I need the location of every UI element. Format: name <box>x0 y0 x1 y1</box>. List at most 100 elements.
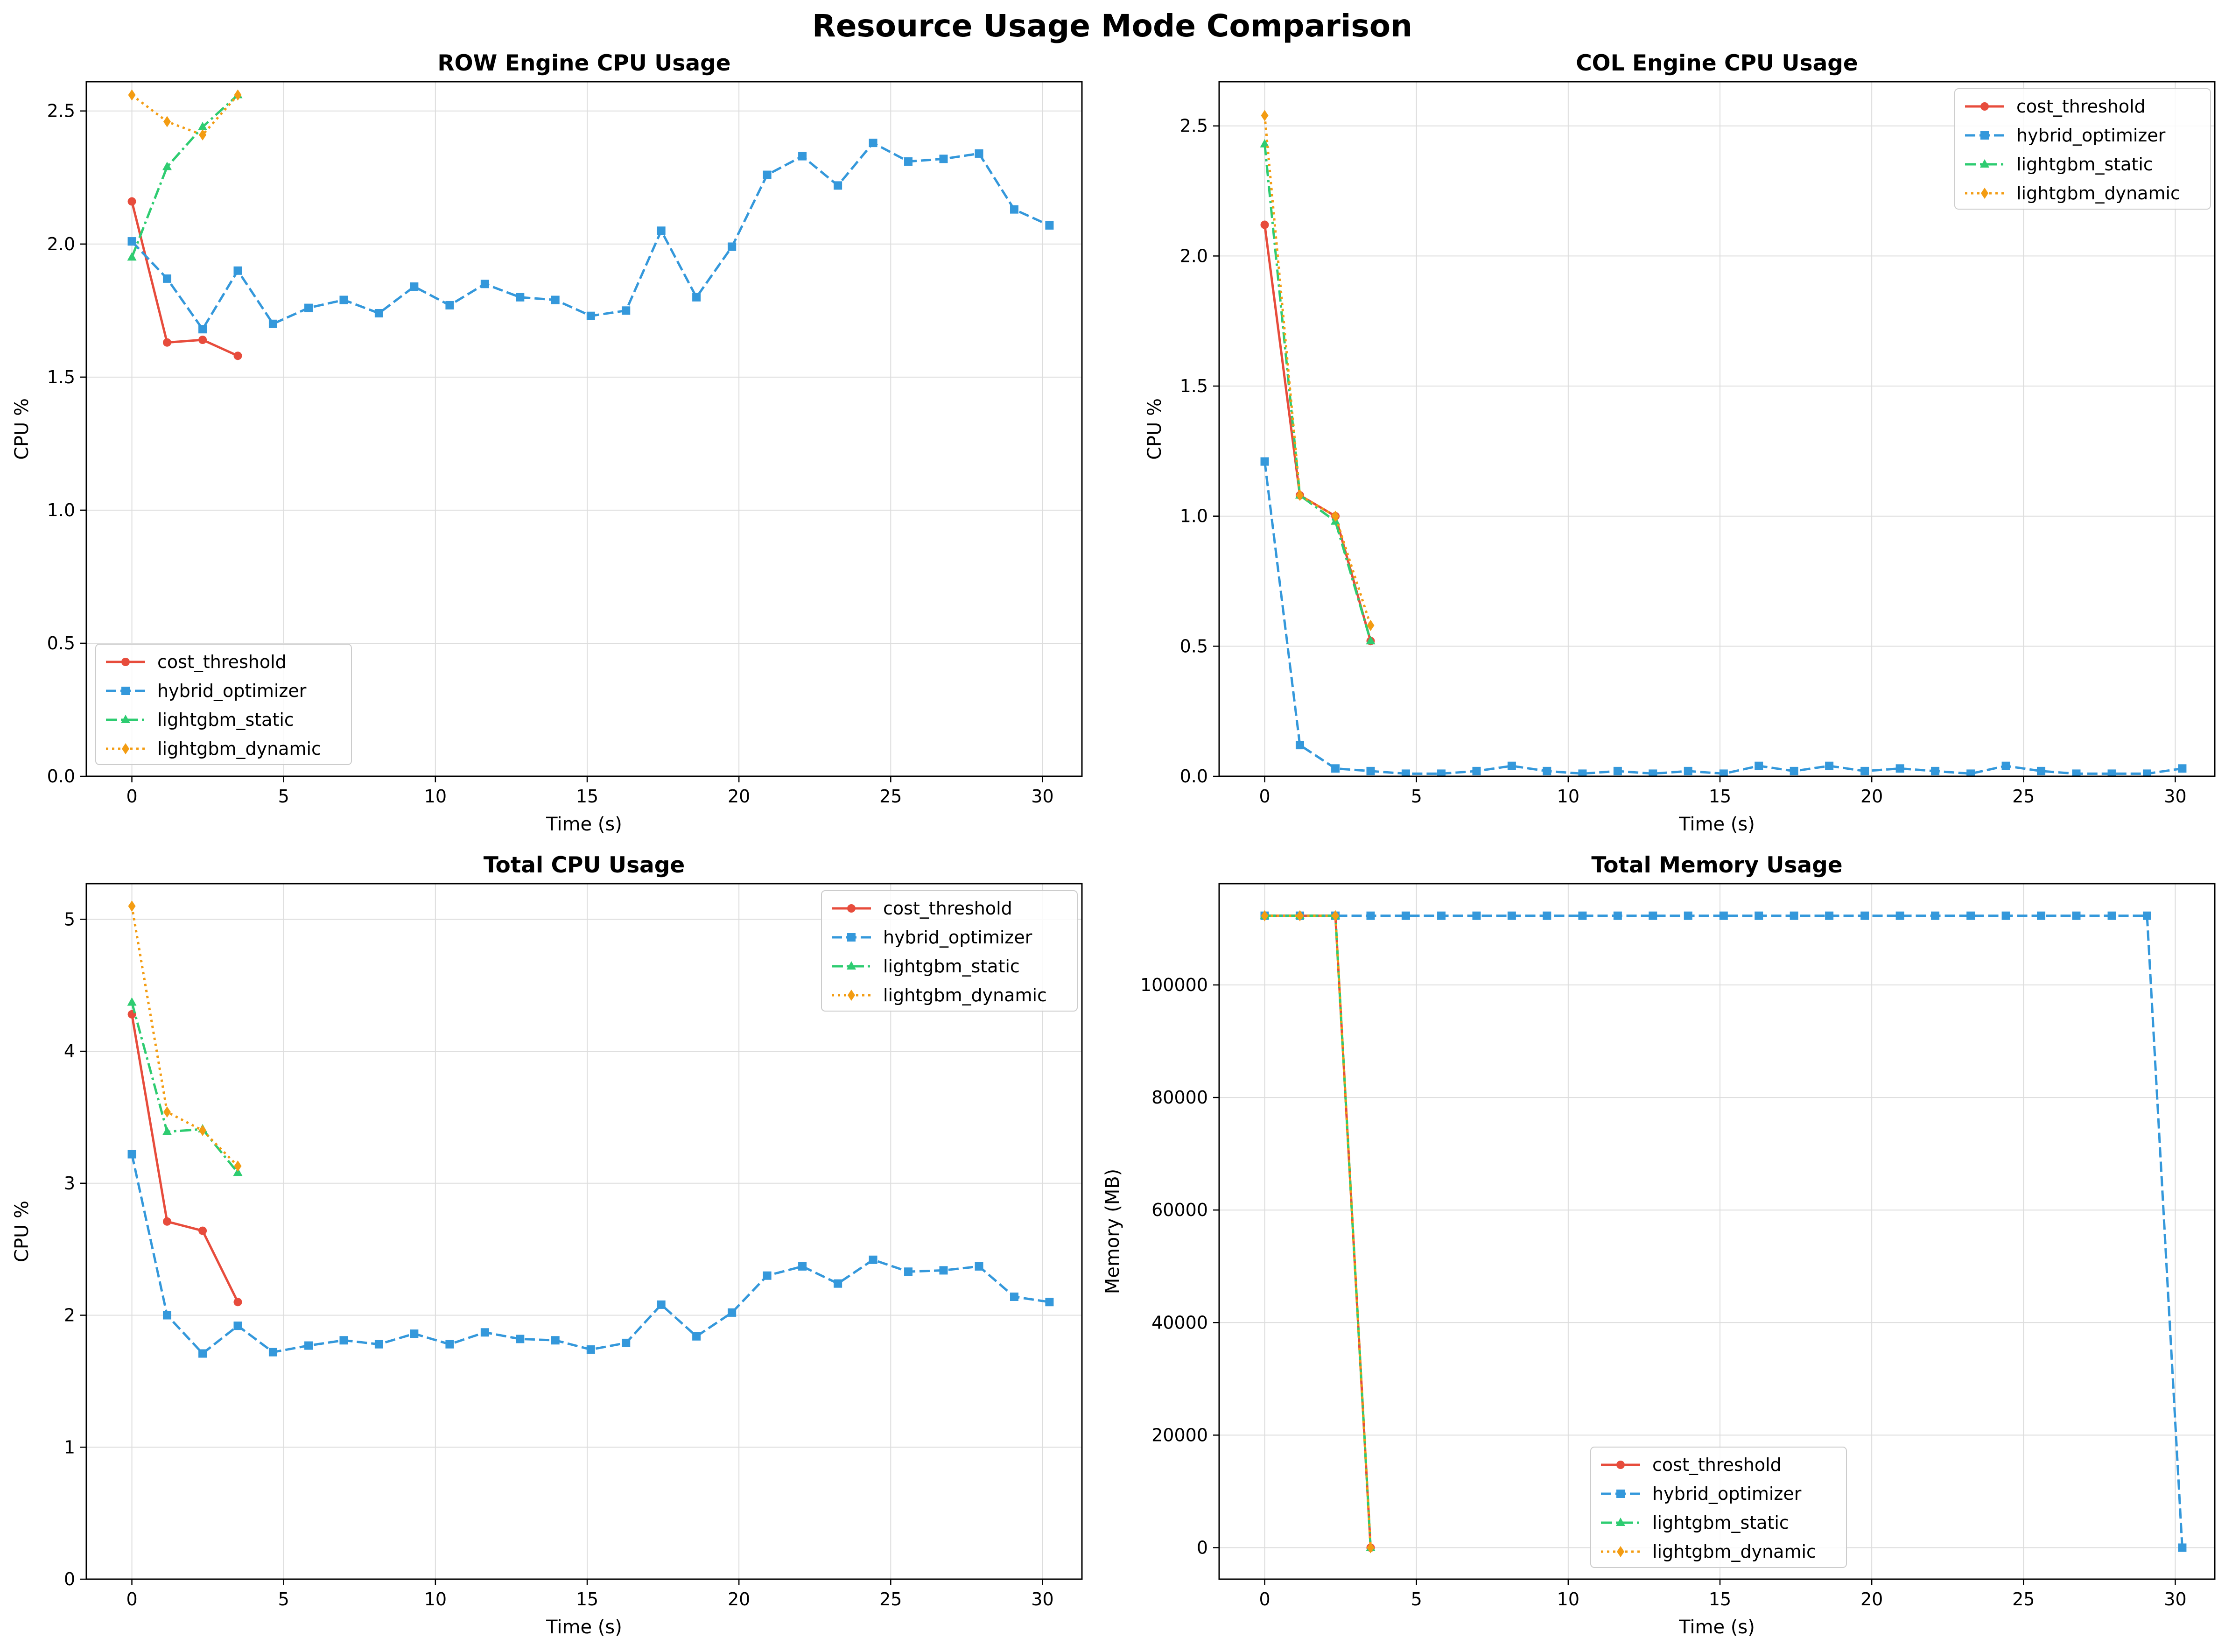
series-hybrid_optimizer <box>127 139 1054 334</box>
data-point-hybrid_optimizer <box>2107 769 2116 776</box>
series-lightgbm_dynamic <box>128 89 242 141</box>
x-tick-label: 30 <box>1031 786 1053 807</box>
data-point-lightgbm_static <box>162 1126 172 1135</box>
series-line-lightgbm_dynamic <box>1264 914 1372 1548</box>
data-point-hybrid_optimizer <box>798 152 807 161</box>
series-hybrid_optimizer <box>127 1150 1054 1358</box>
data-point-hybrid_optimizer <box>1401 911 1410 920</box>
legend-marker-lightgbm_dynamic <box>848 990 855 1001</box>
data-point-hybrid_optimizer <box>1437 911 1446 920</box>
series-lightgbm_dynamic <box>1261 910 1375 1554</box>
data-point-hybrid_optimizer <box>374 1340 383 1349</box>
data-point-hybrid_optimizer <box>939 155 948 163</box>
series-line-hybrid_optimizer <box>1263 461 2183 775</box>
axes-frame <box>1218 883 2216 1580</box>
x-tick-label: 5 <box>1411 786 1422 807</box>
data-point-hybrid_optimizer <box>551 1336 560 1345</box>
data-point-hybrid_optimizer <box>1045 221 1054 230</box>
legend-marker-lightgbm_static <box>1616 1518 1625 1526</box>
data-point-hybrid_optimizer <box>1437 769 1446 776</box>
y-tick-label: 0.0 <box>1180 766 1208 787</box>
data-point-cost_threshold <box>233 1298 242 1307</box>
legend-box <box>95 644 352 765</box>
series-line-lightgbm_dynamic <box>131 94 239 136</box>
x-tick-label: 25 <box>2012 1589 2035 1610</box>
series-line-lightgbm_dynamic <box>1263 115 1372 626</box>
data-point-hybrid_optimizer <box>2037 766 2046 775</box>
data-point-lightgbm_static <box>127 252 137 261</box>
x-tick-label: 25 <box>879 1589 902 1610</box>
data-point-lightgbm_dynamic <box>1261 910 1269 921</box>
y-tick-label: 0.5 <box>1180 636 1208 656</box>
data-point-lightgbm_dynamic <box>1367 619 1375 631</box>
data-point-hybrid_optimizer <box>1825 911 1834 920</box>
y-tick-label: 2.0 <box>47 234 75 254</box>
series-line-hybrid_optimizer <box>131 141 1050 330</box>
y-tick-label: 2 <box>64 1305 75 1326</box>
axes-frame <box>85 883 1083 1580</box>
series-hybrid_optimizer <box>1260 457 2187 776</box>
data-point-hybrid_optimizer <box>2178 1543 2187 1552</box>
data-point-hybrid_optimizer <box>516 293 525 302</box>
data-point-hybrid_optimizer <box>1613 766 1622 775</box>
data-point-hybrid_optimizer <box>1010 1292 1018 1301</box>
legend-marker-lightgbm_static <box>121 715 130 723</box>
x-axis-label: Time (s) <box>546 1617 622 1638</box>
chart-panel-2: 0 5 10 15 20 25 30 0.0 0.5 1.0 1.5 2.0 2.5 COL Engine… <box>1144 50 2216 835</box>
data-point-lightgbm_dynamic <box>199 129 207 141</box>
data-point-hybrid_optimizer <box>2037 911 2046 920</box>
x-tick-label: 5 <box>278 1589 289 1610</box>
data-point-lightgbm_static <box>162 162 172 170</box>
data-point-hybrid_optimizer <box>586 311 595 320</box>
data-point-hybrid_optimizer <box>551 295 560 304</box>
y-axis-label: CPU % <box>11 398 33 460</box>
x-tick-label: 20 <box>1860 786 1883 807</box>
plot-area <box>127 89 1054 360</box>
data-point-hybrid_optimizer <box>1649 769 1657 776</box>
x-tick-label: 30 <box>1031 1589 1053 1610</box>
plot-area <box>1260 110 2187 776</box>
legend-box <box>1954 88 2211 210</box>
data-point-lightgbm_dynamic <box>128 900 136 912</box>
x-tick-label: 25 <box>879 786 902 807</box>
data-point-hybrid_optimizer <box>975 149 983 158</box>
chart-panel-4: 0 5 10 15 20 25 30 0 20000 40000 60000 80000 100000 T… <box>1102 852 2216 1638</box>
data-point-hybrid_optimizer <box>1790 766 1798 775</box>
data-point-hybrid_optimizer <box>763 1271 772 1280</box>
data-point-hybrid_optimizer <box>445 301 454 309</box>
x-tick-label: 5 <box>1411 1589 1422 1610</box>
data-point-hybrid_optimizer <box>1966 911 1975 920</box>
data-point-hybrid_optimizer <box>834 181 842 190</box>
legend-label-lightgbm_static: lightgbm_static <box>1652 1512 1789 1533</box>
x-tick-label: 20 <box>1860 1589 1883 1610</box>
data-point-lightgbm_static <box>1366 636 1376 645</box>
x-axis-label: Time (s) <box>1678 1617 1755 1638</box>
chart-title: Total CPU Usage <box>484 852 685 878</box>
y-tick-label: 40000 <box>1151 1312 1208 1333</box>
data-point-hybrid_optimizer <box>1966 769 1975 776</box>
data-point-lightgbm_dynamic <box>1296 910 1304 921</box>
legend-marker-lightgbm_dynamic <box>122 743 129 754</box>
data-point-hybrid_optimizer <box>480 1328 489 1337</box>
data-point-hybrid_optimizer <box>1366 911 1375 920</box>
y-tick-label: 1.0 <box>1180 506 1208 527</box>
y-tick-label: 0 <box>1197 1537 1208 1558</box>
data-point-hybrid_optimizer <box>1472 766 1481 775</box>
y-tick-label: 20000 <box>1151 1425 1208 1445</box>
y-tick-label: 0 <box>64 1569 75 1589</box>
data-point-hybrid_optimizer <box>162 274 171 283</box>
data-point-lightgbm_dynamic <box>1367 1542 1375 1554</box>
legend-marker-lightgbm_static <box>847 961 856 970</box>
legend-marker-hybrid_optimizer <box>121 687 130 695</box>
x-tick-label: 30 <box>2164 1589 2186 1610</box>
y-tick-label: 1.0 <box>47 500 75 520</box>
data-point-cost_threshold <box>127 197 136 206</box>
data-point-hybrid_optimizer <box>2072 911 2081 920</box>
legend: cost_threshold hybrid_optimizer lightgbm_s… <box>1954 88 2211 210</box>
data-point-hybrid_optimizer <box>798 1262 807 1271</box>
x-tick-label: 0 <box>1259 786 1270 807</box>
data-point-lightgbm_static <box>233 1167 243 1176</box>
series-line-hybrid_optimizer <box>1264 914 2183 1548</box>
legend-marker-lightgbm_static <box>1980 159 1989 168</box>
legend-label-cost_threshold: cost_threshold <box>2016 96 2146 117</box>
